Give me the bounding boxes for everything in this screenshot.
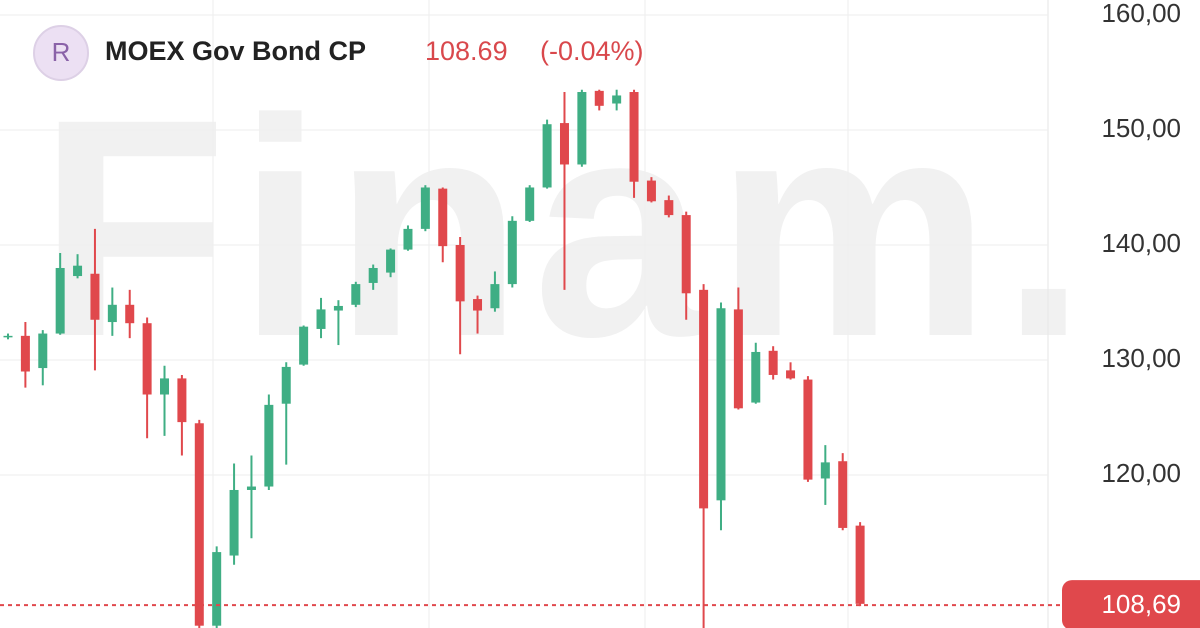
candle-body [681,215,691,294]
candle-body [733,309,743,409]
candle-body [125,304,135,324]
candle-body [403,228,413,250]
candle-body [629,92,639,182]
candle-body [38,333,48,369]
candle-body [646,180,656,202]
last-price-label: 108,69 [1101,589,1181,619]
last-price-tag [1062,580,1200,628]
y-tick-label: 120,00 [1101,458,1181,488]
candle-body [559,123,569,165]
candle-body [699,289,709,509]
candle-body [142,323,152,395]
avatar-letter: R [52,37,71,67]
price-change: (-0.04%) [540,36,644,66]
candle-body [455,244,465,302]
candle-body [577,92,587,165]
candle-body [612,95,622,104]
candle-body [281,366,291,404]
header: R MOEX Gov Bond CP 108.69 (-0.04%) [33,25,644,81]
candle-body [386,249,396,273]
candle-body [20,335,30,372]
candle-body [160,378,170,395]
watermark: Finam. [38,54,1097,401]
avatar [33,25,89,81]
candle-body [177,378,187,423]
y-tick-label: 150,00 [1101,113,1181,143]
instrument-title: MOEX Gov Bond CP [105,36,366,66]
candle-body [368,267,378,283]
candle-body [803,379,813,480]
candle-body [594,90,604,106]
candle-body [229,489,239,556]
candle-body [316,309,326,329]
grid [212,0,1049,628]
candle-body [786,370,796,379]
candle-body [507,220,517,285]
y-tick-label: 130,00 [1101,343,1181,373]
candle-body [716,308,726,501]
candle-body [55,267,65,334]
price: 108.69 [425,36,508,66]
candle-body [420,187,430,229]
candle-body [855,525,865,604]
candle-body [438,188,448,247]
y-tick-label: 160,00 [1101,0,1181,28]
candle-body [299,326,309,365]
candle-body [212,552,222,626]
y-tick-label: 140,00 [1101,228,1181,258]
candle-body [246,486,256,490]
candle-body [194,423,204,626]
candle-body [820,462,830,479]
candle-body [490,284,500,309]
candle-body [351,284,361,305]
candle-body [768,350,778,375]
candle-body [542,124,552,188]
candle-body [264,404,274,487]
candle-body [838,461,848,528]
candle-body [90,273,100,320]
candle-body [525,187,535,221]
candle-body [73,265,83,277]
candle-body [664,200,674,216]
candle-body [3,335,13,338]
candle-body [473,299,483,311]
plot [0,14,1048,628]
candle-body [107,304,117,323]
candle-body [751,351,761,403]
candle-body [333,305,343,311]
